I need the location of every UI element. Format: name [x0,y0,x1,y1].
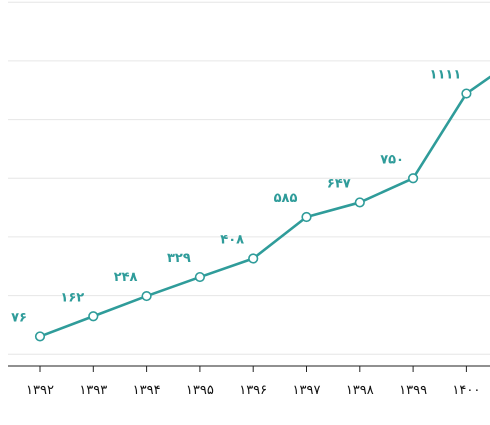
series-layer [34,75,490,342]
data-point [34,331,46,342]
gridlines [8,1,490,355]
data-label: ۷۵۰ [380,152,404,167]
data-label: ۲۴۸ [114,270,138,285]
x-tick-label: ۱۳۹۲ [26,383,54,398]
data-point [194,271,205,283]
data-label: ۵۸۵ [274,191,298,206]
x-tick-label: ۱۳۹۷ [293,383,321,398]
data-labels: ۷۶ ۱۶۲ ۲۴۸ ۳۲۹ ۴۰۸ ۵۸۵ ۶۴۷ ۷۵۰ ۱۱۱۱ [11,68,461,326]
x-tick-label: ۱۳۹۴ [133,383,161,398]
data-point [408,173,419,184]
x-tick-label: ۱۳۹۵ [186,383,214,398]
data-label: ۴۰۸ [220,233,244,248]
data-label: ۱۱۱۱ [430,68,462,83]
x-tick-label: ۱۴۰۰ [452,383,480,398]
data-label: ۷۶ [11,310,27,325]
data-label: ۶۴۷ [327,176,351,191]
x-tick-label: ۱۳۹۹ [399,383,427,398]
series-line [38,75,490,338]
x-tick-label: ۱۳۹۸ [346,383,374,398]
data-point [141,290,152,302]
data-label: ۱۶۲ [60,290,84,305]
data-label: ۳۲۹ [167,251,191,266]
data-point [354,197,365,208]
x-tick-label: ۱۳۹۳ [79,383,107,398]
data-point [248,253,259,264]
data-point [88,311,99,322]
data-point [461,88,472,99]
x-tick-label: ۱۳۹۶ [239,383,267,398]
x-axis-ticks: ۱۳۹۲ ۱۳۹۳ ۱۳۹۴ ۱۳۹۵ ۱۳۹۶ ۱۳۹۷ ۱۳۹۸ ۱۳۹۹ ۱۴۰۰ [26,366,480,398]
data-point [301,211,312,223]
